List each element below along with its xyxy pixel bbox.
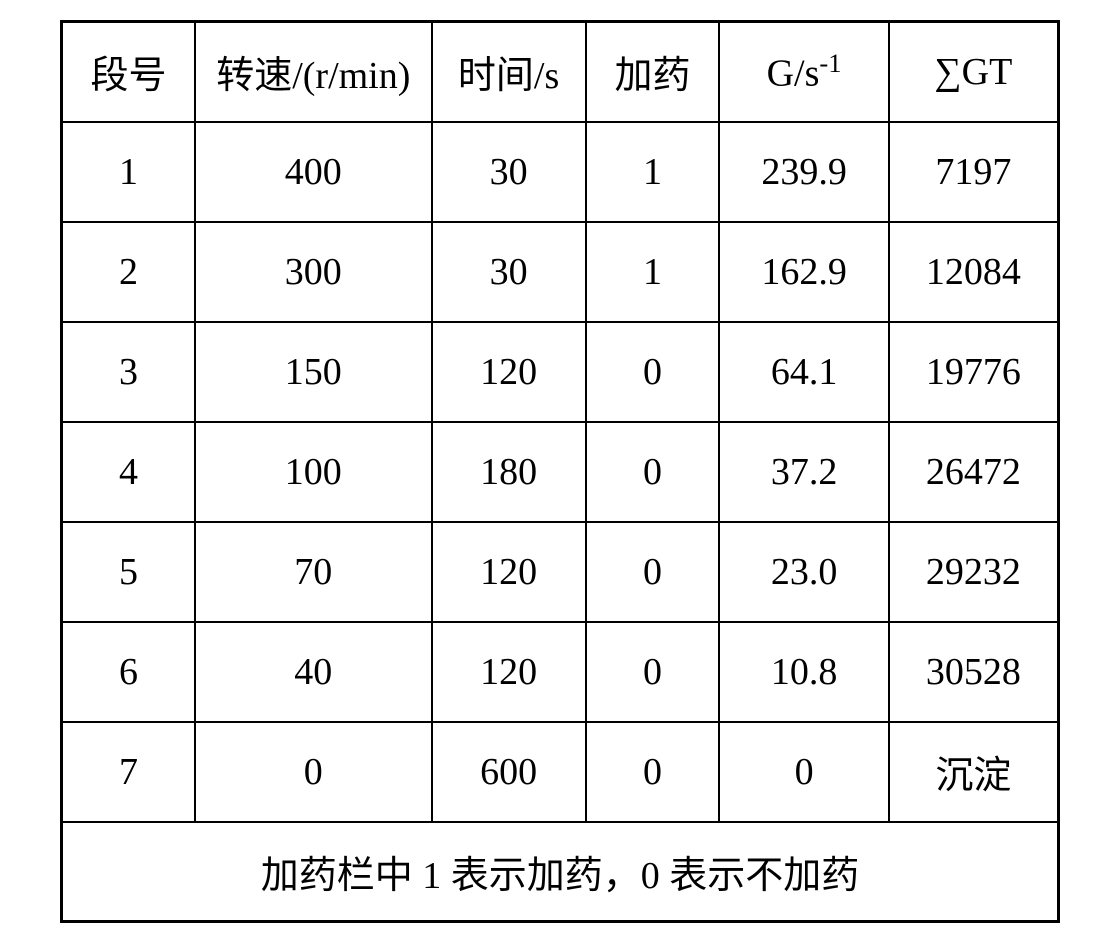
cell-dosing: 0 [586,322,720,422]
cell-g-per-s: 239.9 [719,122,889,222]
cell-g-per-s: 0 [719,722,889,822]
cell-sum-gt: 7197 [889,122,1059,222]
cell-dosing: 0 [586,622,720,722]
table-footer-row: 加药栏中 1 表示加药，0 表示不加药 [62,822,1059,922]
cell-speed: 300 [195,222,431,322]
data-table: 段号 转速/(r/min) 时间/s 加药 G/s-1 ∑GT 1 400 30… [60,20,1060,923]
cell-time: 120 [432,522,586,622]
cell-speed: 0 [195,722,431,822]
cell-time: 600 [432,722,586,822]
cell-time: 120 [432,622,586,722]
table-container: 段号 转速/(r/min) 时间/s 加药 G/s-1 ∑GT 1 400 30… [60,20,1060,923]
table-row: 2 300 30 1 162.9 12084 [62,222,1059,322]
header-segment: 段号 [62,22,196,122]
cell-sum-gt: 沉淀 [889,722,1059,822]
cell-sum-gt: 30528 [889,622,1059,722]
cell-g-per-s: 64.1 [719,322,889,422]
table-row: 6 40 120 0 10.8 30528 [62,622,1059,722]
cell-speed: 70 [195,522,431,622]
cell-dosing: 0 [586,422,720,522]
cell-sum-gt: 29232 [889,522,1059,622]
header-dosing: 加药 [586,22,720,122]
header-g-per-s: G/s-1 [719,22,889,122]
cell-segment: 5 [62,522,196,622]
table-row: 7 0 600 0 0 沉淀 [62,722,1059,822]
cell-g-per-s: 162.9 [719,222,889,322]
header-speed: 转速/(r/min) [195,22,431,122]
cell-dosing: 0 [586,522,720,622]
cell-speed: 150 [195,322,431,422]
table-row: 1 400 30 1 239.9 7197 [62,122,1059,222]
cell-g-per-s: 10.8 [719,622,889,722]
cell-speed: 400 [195,122,431,222]
cell-sum-gt: 19776 [889,322,1059,422]
cell-speed: 40 [195,622,431,722]
cell-speed: 100 [195,422,431,522]
cell-time: 30 [432,122,586,222]
header-sum-gt: ∑GT [889,22,1059,122]
cell-segment: 1 [62,122,196,222]
header-time: 时间/s [432,22,586,122]
cell-dosing: 1 [586,122,720,222]
cell-time: 180 [432,422,586,522]
cell-segment: 2 [62,222,196,322]
cell-dosing: 0 [586,722,720,822]
cell-g-per-s: 23.0 [719,522,889,622]
cell-segment: 3 [62,322,196,422]
table-body: 1 400 30 1 239.9 7197 2 300 30 1 162.9 1… [62,122,1059,922]
cell-time: 120 [432,322,586,422]
cell-segment: 6 [62,622,196,722]
cell-sum-gt: 12084 [889,222,1059,322]
cell-g-per-s: 37.2 [719,422,889,522]
cell-time: 30 [432,222,586,322]
table-row: 4 100 180 0 37.2 26472 [62,422,1059,522]
footer-note: 加药栏中 1 表示加药，0 表示不加药 [62,822,1059,922]
table-header-row: 段号 转速/(r/min) 时间/s 加药 G/s-1 ∑GT [62,22,1059,122]
cell-segment: 4 [62,422,196,522]
cell-segment: 7 [62,722,196,822]
cell-sum-gt: 26472 [889,422,1059,522]
table-row: 3 150 120 0 64.1 19776 [62,322,1059,422]
table-row: 5 70 120 0 23.0 29232 [62,522,1059,622]
cell-dosing: 1 [586,222,720,322]
